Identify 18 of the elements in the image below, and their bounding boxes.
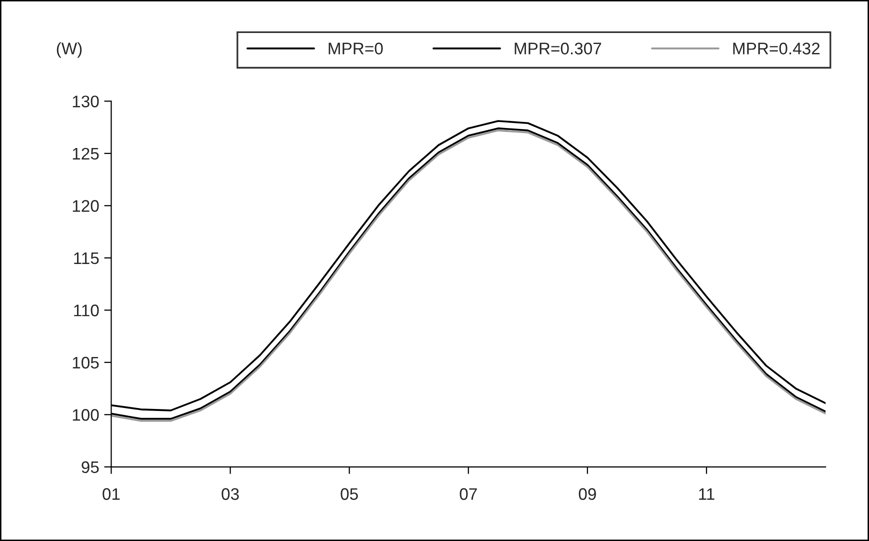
legend-label: MPR=0.307: [514, 42, 602, 54]
y-tick-label: 120: [72, 200, 99, 212]
x-tick-label: 05: [340, 488, 358, 500]
x-tick-label: 03: [222, 488, 239, 500]
y-tick-label: 125: [72, 148, 99, 160]
x-tick-label: 09: [578, 488, 596, 500]
legend-label: MPR=0: [328, 42, 383, 54]
x-tick-label: 07: [460, 488, 477, 500]
y-tick-label: 95: [82, 461, 99, 474]
y-axis-title: (W): [56, 42, 82, 58]
y-tick-label: 105: [72, 356, 99, 369]
y-tick-label: 110: [74, 304, 99, 316]
y-tick-label: 130: [72, 96, 99, 108]
x-tick-label: 11: [699, 488, 714, 500]
x-tick-label: 01: [102, 488, 120, 500]
legend-label: MPR=0.432: [733, 42, 820, 54]
y-tick-label: 100: [72, 409, 99, 421]
y-tick-label: 115: [74, 252, 99, 264]
